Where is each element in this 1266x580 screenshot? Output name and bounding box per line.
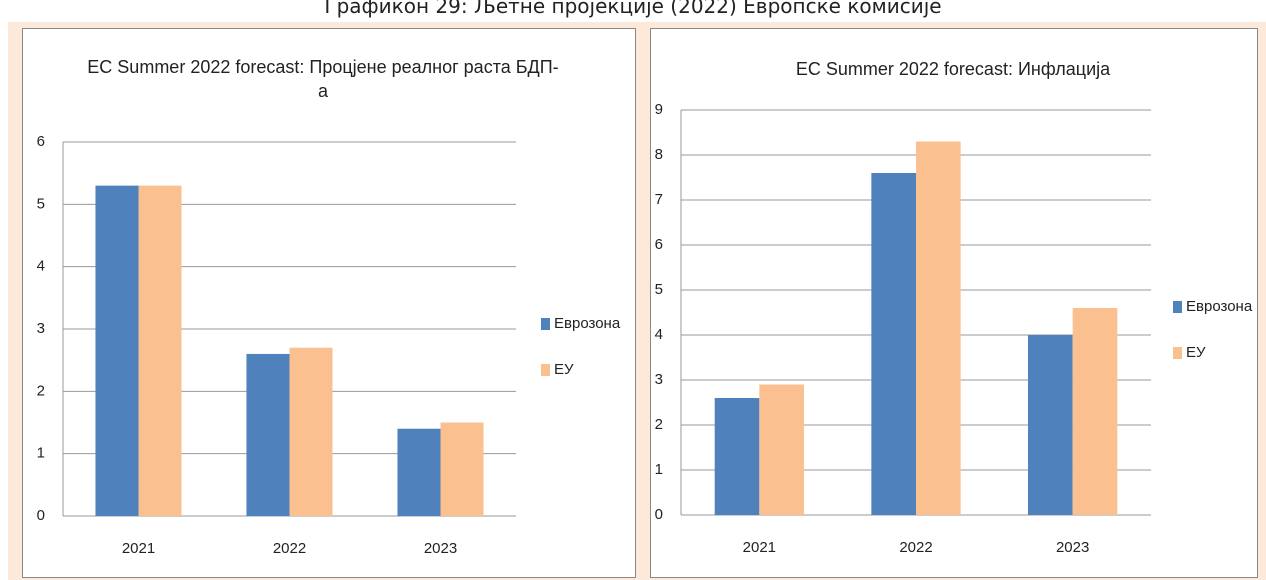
bar — [246, 353, 290, 516]
bar — [714, 398, 760, 515]
chart-title: EC Summer 2022 forecast: Инфлација — [795, 59, 1111, 79]
legend-label: Еврозона — [554, 315, 621, 332]
bar — [440, 422, 484, 516]
y-tick-label: 2 — [37, 382, 45, 399]
y-tick-label: 6 — [655, 236, 663, 253]
legend-swatch — [541, 318, 550, 330]
x-tick-label: 2023 — [1056, 539, 1089, 556]
bar — [1072, 308, 1118, 515]
bar — [916, 141, 961, 515]
y-tick-label: 0 — [37, 507, 45, 524]
x-tick-label: 2021 — [122, 540, 155, 557]
bar — [138, 185, 182, 516]
x-tick-label: 2022 — [899, 539, 932, 556]
bar — [397, 428, 441, 516]
legend-swatch — [1173, 301, 1182, 313]
bar — [871, 173, 916, 515]
y-tick-label: 3 — [37, 320, 45, 337]
chart: 0 1 2 3 4 5 6 2021 2022 2023 Еврозона ЕУ — [37, 133, 621, 557]
y-tick-label: 6 — [37, 133, 45, 150]
y-tick-label: 7 — [655, 191, 663, 208]
y-tick-label: 9 — [655, 101, 663, 118]
heading: Графикон 29: Љетне пројекције (2022) Евр… — [324, 0, 942, 18]
x-tick-label: 2023 — [424, 540, 457, 557]
bar — [759, 384, 804, 515]
bar — [95, 185, 139, 516]
legend-label: Еврозона — [1186, 298, 1253, 315]
chart-title: EC Summer 2022 forecast: Процјене реално… — [87, 57, 559, 101]
y-tick-label: 5 — [37, 195, 45, 212]
y-tick-label: 3 — [655, 371, 663, 388]
chart-panel: EC Summer 2022 forecast: Инфлација 0 1 2 3 4 5… — [650, 28, 1258, 578]
bar — [289, 347, 333, 516]
y-tick-label: 5 — [655, 281, 663, 298]
x-tick-label: 2022 — [273, 540, 306, 557]
y-tick-label: 1 — [655, 461, 663, 478]
y-tick-label: 1 — [37, 445, 45, 462]
bar — [1028, 335, 1073, 515]
chart-panel: EC Summer 2022 forecast: Процјене реално… — [22, 28, 636, 578]
legend-label: ЕУ — [1186, 344, 1206, 361]
x-tick-label: 2021 — [743, 539, 776, 556]
y-tick-label: 4 — [37, 258, 45, 275]
chart: 0 1 2 3 4 5 6 7 8 9 2021 2022 2023 Еврозона ЕУ — [655, 101, 1253, 556]
legend-swatch — [1173, 347, 1182, 359]
legend-swatch — [541, 364, 550, 376]
y-tick-label: 4 — [655, 326, 663, 343]
y-tick-label: 2 — [655, 416, 663, 433]
y-tick-label: 8 — [655, 146, 663, 163]
y-tick-label: 0 — [655, 506, 663, 523]
legend-label: ЕУ — [554, 361, 574, 378]
